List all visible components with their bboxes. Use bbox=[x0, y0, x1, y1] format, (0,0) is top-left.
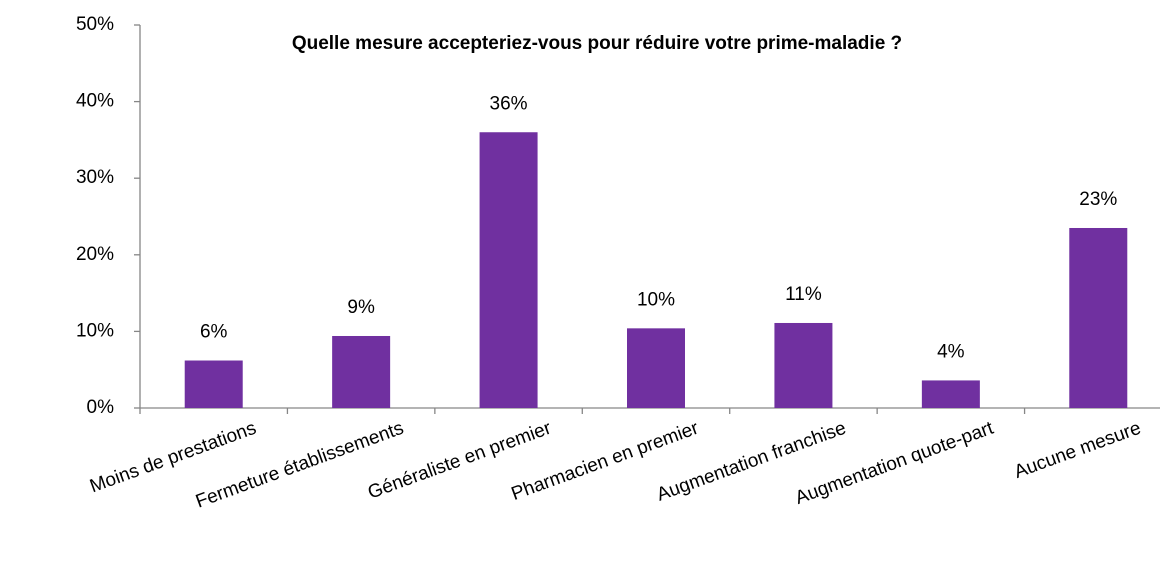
chart-title: Quelle mesure accepteriez-vous pour rédu… bbox=[292, 33, 902, 54]
data-label: 10% bbox=[637, 289, 675, 310]
y-tick-label: 40% bbox=[76, 91, 114, 112]
bar bbox=[479, 132, 538, 409]
data-label: 11% bbox=[785, 284, 822, 305]
data-label: 23% bbox=[1079, 189, 1117, 210]
y-tick-label: 30% bbox=[76, 167, 114, 188]
bar bbox=[921, 380, 980, 408]
data-label: 9% bbox=[347, 297, 375, 318]
x-tick-label: Aucune mesure bbox=[1011, 418, 1143, 483]
data-label: 36% bbox=[490, 93, 528, 114]
y-tick-label: 20% bbox=[76, 244, 114, 265]
y-tick-label: 10% bbox=[76, 320, 114, 341]
data-label: 4% bbox=[937, 341, 965, 362]
y-tick-label: 50% bbox=[76, 14, 114, 35]
bar bbox=[627, 328, 685, 408]
bar bbox=[332, 335, 391, 408]
y-tick-label: 0% bbox=[87, 397, 115, 418]
bar bbox=[184, 360, 243, 408]
bar bbox=[774, 322, 833, 408]
data-label: 6% bbox=[200, 322, 228, 343]
bar bbox=[1069, 227, 1128, 408]
